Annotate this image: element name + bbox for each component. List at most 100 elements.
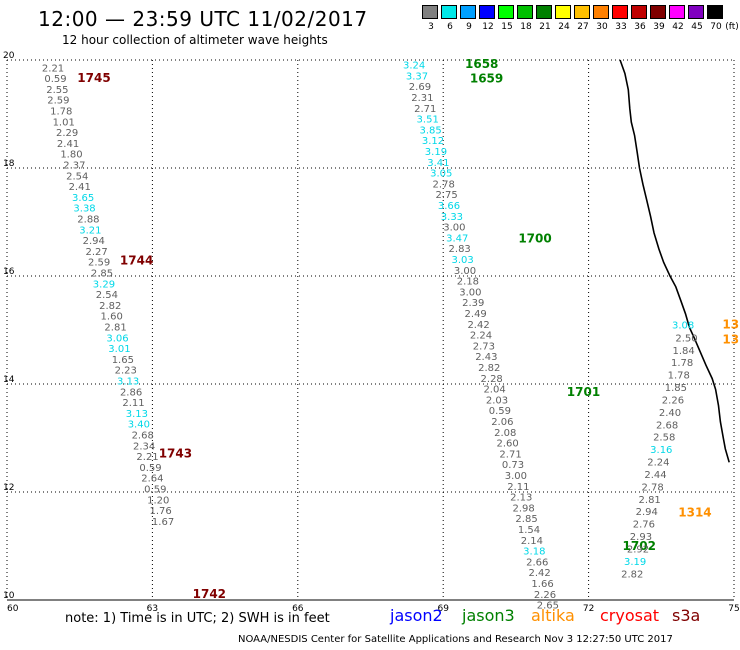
swh-value-1-43: 1.54 xyxy=(518,525,540,536)
swh-value-0-12: 3.65 xyxy=(72,193,94,204)
swh-value-1-0: 3.24 xyxy=(403,61,425,72)
swh-value-1-8: 3.19 xyxy=(425,147,447,158)
swh-value-0-26: 3.01 xyxy=(108,344,130,355)
lon-tick-75: 75 xyxy=(728,604,739,614)
swh-value-0-6: 2.29 xyxy=(56,128,78,139)
legend-swatch-36 xyxy=(631,5,647,19)
india-coastline xyxy=(619,59,730,463)
swh-value-1-6: 3.85 xyxy=(419,125,441,136)
swh-value-1-44: 2.14 xyxy=(521,536,543,547)
swh-value-1-46: 2.66 xyxy=(526,557,548,568)
legend-label-15: 15 xyxy=(501,22,513,32)
swh-value-2-10: 3.16 xyxy=(650,445,672,456)
legend-label-42: 42 xyxy=(672,22,684,32)
swh-value-0-38: 2.64 xyxy=(141,474,163,485)
swh-value-1-28: 2.82 xyxy=(478,363,500,374)
swh-value-1-5: 3.51 xyxy=(417,115,439,126)
lat-tick-16: 16 xyxy=(3,267,15,277)
track-time-13-0: 13 xyxy=(722,317,739,331)
swh-value-2-6: 2.26 xyxy=(662,395,684,406)
swh-value-2-20: 2.82 xyxy=(621,569,643,580)
swh-value-0-29: 3.13 xyxy=(117,377,139,388)
lon-tick-63: 63 xyxy=(147,604,158,614)
swh-value-1-36: 2.71 xyxy=(499,449,521,460)
swh-value-0-15: 3.21 xyxy=(79,225,101,236)
swh-value-0-17: 2.27 xyxy=(86,247,108,258)
track-time-1314-2: 1314 xyxy=(678,505,711,519)
swh-value-2-5: 1.85 xyxy=(665,383,687,394)
legend-swatch-18 xyxy=(517,5,533,19)
legend-swatch-6 xyxy=(441,5,457,19)
swh-value-1-37: 0.73 xyxy=(502,460,524,471)
swh-value-1-42: 2.85 xyxy=(515,514,537,525)
legend-swatch-39 xyxy=(650,5,666,19)
swh-value-0-19: 2.85 xyxy=(91,269,113,280)
satellite-cryosat: cryosat xyxy=(600,606,660,625)
swh-value-1-15: 3.00 xyxy=(443,223,465,234)
legend-label-27: 27 xyxy=(577,22,589,32)
swh-value-1-19: 3.00 xyxy=(454,266,476,277)
swh-value-2-19: 3.19 xyxy=(624,557,646,568)
legend-swatch-33 xyxy=(612,5,628,19)
legend-swatch-3 xyxy=(422,5,438,19)
legend-swatch-9 xyxy=(460,5,476,19)
swh-value-0-37: 0.59 xyxy=(139,463,161,474)
swh-value-1-25: 2.24 xyxy=(470,331,492,342)
legend-label-30: 30 xyxy=(596,22,608,32)
swh-value-1-23: 2.49 xyxy=(465,309,487,320)
legend-swatch-21 xyxy=(536,5,552,19)
swh-value-0-14: 2.88 xyxy=(77,215,99,226)
swh-value-0-8: 1.80 xyxy=(60,150,82,161)
track-time-1742-3: 1742 xyxy=(193,587,226,601)
track-time-1700-2: 1700 xyxy=(518,232,551,246)
swh-value-1-29: 2.28 xyxy=(481,374,503,385)
swh-value-2-1: 2.50 xyxy=(675,333,697,344)
track-time-1745-0: 1745 xyxy=(77,71,110,85)
swh-value-2-11: 2.24 xyxy=(647,458,669,469)
swh-value-0-4: 1.78 xyxy=(50,107,72,118)
swh-value-0-41: 1.76 xyxy=(150,506,172,517)
track-time-13-1: 13 xyxy=(722,333,739,347)
legend-swatch-24 xyxy=(555,5,571,19)
swh-value-1-13: 3.66 xyxy=(438,201,460,212)
swh-value-2-4: 1.78 xyxy=(668,371,690,382)
swh-value-0-31: 2.11 xyxy=(122,398,144,409)
swh-value-0-11: 2.41 xyxy=(69,182,91,193)
swh-value-1-47: 2.42 xyxy=(529,568,551,579)
legend-label-45: 45 xyxy=(691,22,703,32)
swh-value-0-10: 2.54 xyxy=(66,171,88,182)
swh-value-1-9: 3.41 xyxy=(427,158,449,169)
lat-tick-20: 20 xyxy=(3,51,15,61)
swh-value-1-2: 2.69 xyxy=(409,82,431,93)
legend-label-9: 9 xyxy=(466,22,472,32)
swh-value-1-11: 2.78 xyxy=(433,179,455,190)
legend-label-39: 39 xyxy=(653,22,665,32)
swh-value-1-12: 2.75 xyxy=(435,190,457,201)
legend-swatch-45 xyxy=(688,5,704,19)
lon-tick-66: 66 xyxy=(292,604,304,614)
swh-value-0-34: 2.68 xyxy=(132,431,154,442)
swh-value-1-45: 3.18 xyxy=(523,547,545,558)
footer-credit: NOAA/NESDIS Center for Satellite Applica… xyxy=(238,634,673,645)
swh-value-0-32: 3.13 xyxy=(126,409,148,420)
swh-value-2-2: 1.84 xyxy=(672,346,694,357)
legend-label-18: 18 xyxy=(520,22,532,32)
legend-label-24: 24 xyxy=(558,22,570,32)
map-title: 12:00 — 23:59 UTC 11/02/2017 xyxy=(38,7,368,31)
swh-value-1-30: 2.04 xyxy=(483,385,505,396)
track-time-1702-4: 1702 xyxy=(623,539,656,553)
swh-value-1-39: 2.11 xyxy=(507,482,529,493)
satellite-jason3: jason3 xyxy=(462,606,515,625)
swh-value-2-16: 2.76 xyxy=(633,520,655,531)
swh-value-1-24: 2.42 xyxy=(467,320,489,331)
legend-label-6: 6 xyxy=(447,22,453,32)
lat-tick-10: 10 xyxy=(3,591,15,601)
swh-value-0-5: 1.01 xyxy=(53,117,75,128)
swh-value-1-34: 2.08 xyxy=(494,428,516,439)
swh-value-0-0: 2.21 xyxy=(42,63,64,74)
swh-value-0-3: 2.59 xyxy=(47,96,69,107)
swh-value-1-40: 2.13 xyxy=(510,493,532,504)
legend-label-33: 33 xyxy=(615,22,627,32)
swh-value-0-36: 2.21 xyxy=(136,452,158,463)
